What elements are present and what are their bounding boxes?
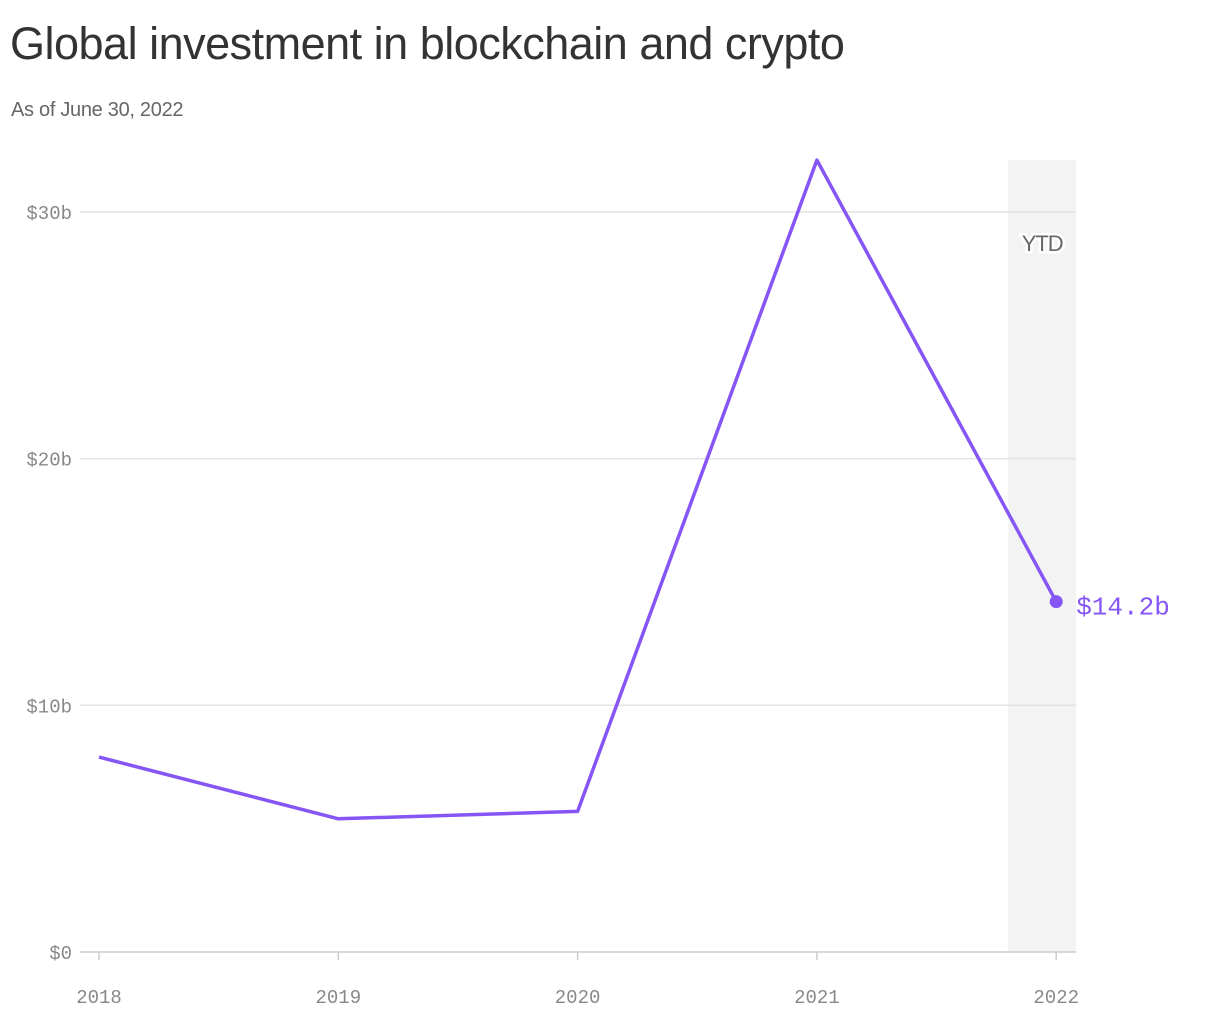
ytd-label: YTD: [1022, 231, 1063, 256]
x-tick-label: 2021: [794, 987, 840, 1009]
chart-title: Global investment in blockchain and cryp…: [10, 18, 845, 69]
chart-subtitle: As of June 30, 2022: [11, 99, 184, 121]
y-tick-label: $30b: [26, 203, 72, 225]
end-value-label: $14.2b: [1076, 593, 1170, 623]
end-point: [1049, 595, 1063, 609]
y-tick-label: $10b: [26, 696, 72, 718]
x-tick-label: 2020: [555, 987, 601, 1009]
x-tick-label: 2018: [76, 987, 122, 1009]
y-tick-label: $20b: [26, 450, 72, 472]
series-line: [98, 158, 1058, 821]
y-tick-label: $0: [49, 943, 72, 965]
x-tick-label: 2019: [315, 987, 361, 1009]
x-tick-label: 2022: [1033, 987, 1079, 1009]
ytd-band: [1008, 160, 1077, 952]
